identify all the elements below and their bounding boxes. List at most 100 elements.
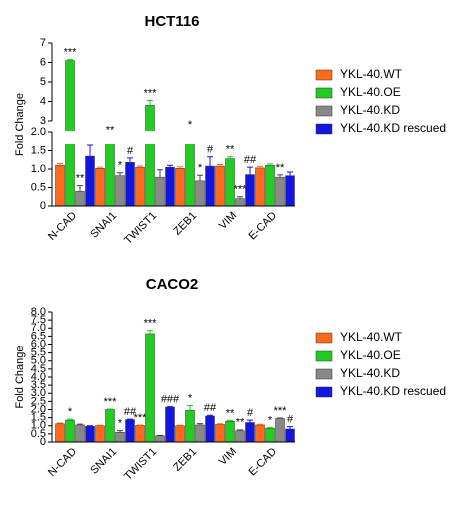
error-bar — [237, 429, 243, 431]
x-tick-label: SNAI1 — [88, 210, 119, 241]
error-bar — [277, 174, 283, 178]
y-tick-label: 7 — [40, 37, 46, 49]
bar — [185, 141, 195, 207]
significance-label: * — [118, 418, 123, 430]
x-tick-label: ZEB1 — [171, 446, 199, 474]
significance-label: ## — [204, 402, 217, 414]
axis-break-gap — [53, 131, 296, 144]
error-bar — [287, 171, 293, 176]
significance-label: ** — [276, 162, 285, 174]
significance-label: * — [68, 406, 73, 418]
bar — [65, 419, 75, 443]
error-bar — [177, 166, 183, 169]
significance-label: ## — [124, 406, 137, 418]
legend-label: YKL-40.KD — [340, 103, 400, 117]
bar — [175, 168, 185, 207]
error-bar — [67, 59, 73, 61]
error-bar — [247, 419, 253, 423]
y-tick-label: 4.0 — [31, 371, 46, 383]
bar — [155, 435, 165, 443]
y-tick-label: 1.5 — [31, 144, 46, 156]
error-bar — [147, 330, 153, 334]
bar — [195, 180, 205, 207]
x-tick-label: E-CAD — [246, 446, 279, 479]
error-bar — [77, 423, 83, 425]
error-bar — [87, 144, 93, 157]
legend-swatch — [315, 332, 333, 344]
legend-label: YKL-40.OE — [340, 348, 401, 362]
significance-label: # — [207, 144, 214, 156]
legend-swatch — [315, 368, 333, 380]
y-tick-label: 8.0 — [31, 306, 46, 318]
bar — [275, 418, 285, 443]
significance-label: ** — [106, 124, 115, 136]
legend-label: YKL-40.KD — [340, 366, 400, 380]
x-tick-label: SNAI1 — [88, 446, 119, 477]
significance-label: ** — [226, 407, 235, 419]
bar — [265, 165, 275, 207]
x-tick-label: N-CAD — [46, 446, 79, 479]
bar — [165, 166, 175, 207]
significance-label: # — [247, 407, 254, 419]
y-tick-label: 2.5 — [31, 395, 46, 407]
error-bar — [187, 404, 193, 411]
error-bar — [237, 196, 243, 199]
significance-label: *** — [144, 87, 158, 99]
significance-label: # — [127, 145, 134, 157]
y-tick-label: 4 — [40, 95, 46, 107]
bar — [55, 165, 65, 207]
bar — [285, 175, 295, 207]
bar — [265, 427, 275, 443]
error-bar — [207, 156, 213, 167]
y-tick-label: 0.5 — [31, 181, 46, 193]
significance-label: *** — [104, 396, 118, 408]
x-tick-label: ZEB1 — [171, 210, 199, 238]
bar — [205, 415, 215, 443]
bar — [175, 425, 185, 443]
y-tick-label: 5.0 — [31, 355, 46, 367]
chart-title: CACO2 — [146, 276, 199, 293]
bar — [135, 425, 145, 443]
x-tick-label: N-CAD — [46, 210, 79, 243]
bar — [255, 424, 265, 443]
significance-label: *** — [134, 412, 148, 424]
error-bar — [257, 423, 263, 425]
y-tick-label: 7.0 — [31, 322, 46, 334]
x-tick-label: TWIST1 — [122, 210, 159, 247]
significance-label: * — [268, 414, 273, 426]
bar — [185, 410, 195, 443]
bar — [255, 167, 265, 207]
y-tick-label: 1.5 — [31, 412, 46, 424]
significance-label: ** — [76, 173, 85, 185]
bar — [235, 430, 245, 443]
bar — [215, 165, 225, 207]
bar — [165, 406, 175, 443]
error-bar — [257, 165, 263, 168]
chart-title: HCT116 — [144, 13, 199, 30]
legend-label: YKL-40.KD rescued — [340, 384, 446, 398]
x-tick-label: E-CAD — [246, 210, 279, 243]
significance-label: ** — [236, 417, 245, 429]
significance-label: * — [118, 160, 123, 172]
error-bar — [77, 185, 83, 192]
bar — [285, 428, 295, 443]
bar — [245, 422, 255, 443]
legend-label: YKL-40.WT — [340, 67, 403, 81]
significance-label: * — [198, 162, 203, 174]
bar — [145, 333, 155, 443]
y-tick-label: 2.0 — [31, 126, 46, 138]
significance-label: ** — [226, 144, 235, 156]
error-bar — [267, 426, 273, 429]
legend-swatch — [315, 350, 333, 362]
error-bar — [267, 163, 273, 166]
x-tick-label: VIM — [217, 446, 239, 468]
error-bar — [57, 162, 63, 166]
bar — [115, 432, 125, 443]
legend-swatch — [315, 123, 333, 135]
y-tick-label: 6 — [40, 56, 46, 68]
error-bar — [147, 100, 153, 106]
error-bar — [117, 430, 123, 433]
legend-label: YKL-40.KD rescued — [340, 121, 446, 135]
bar — [95, 425, 105, 443]
y-tick-label: 7.5 — [31, 314, 46, 326]
